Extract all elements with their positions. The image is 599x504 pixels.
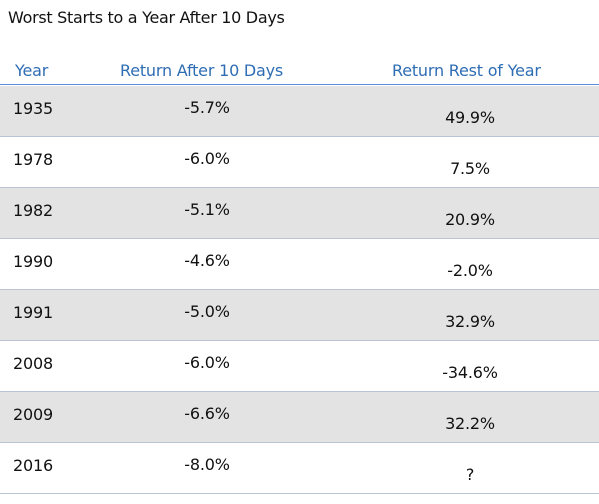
- cell-return-rest-of-year: 7.5%: [450, 159, 490, 178]
- cell-return-rest-of-year: 32.2%: [445, 414, 495, 433]
- cell-year: 1935: [13, 99, 53, 118]
- table-row: 2008 -6.0% -34.6%: [0, 341, 599, 392]
- cell-return-rest-of-year: -34.6%: [442, 363, 498, 382]
- header-return-after-10-days: Return After 10 Days: [120, 61, 284, 80]
- cell-return-after-10-days: -6.0%: [184, 149, 230, 168]
- cell-year: 1982: [13, 201, 53, 220]
- table-row: 1991 -5.0% 32.9%: [0, 290, 599, 341]
- table-title: Worst Starts to a Year After 10 Days: [8, 8, 285, 27]
- cell-return-after-10-days: -5.7%: [184, 98, 230, 117]
- cell-return-after-10-days: -8.0%: [184, 455, 230, 474]
- cell-return-after-10-days: -6.6%: [184, 404, 230, 423]
- table-row: 1935 -5.7% 49.9%: [0, 86, 599, 137]
- cell-year: 1991: [13, 303, 53, 322]
- table-row: 1978 -6.0% 7.5%: [0, 137, 599, 188]
- cell-return-rest-of-year: ?: [465, 465, 475, 484]
- cell-return-after-10-days: -6.0%: [184, 353, 230, 372]
- cell-return-rest-of-year: 32.9%: [445, 312, 495, 331]
- table-row: 1982 -5.1% 20.9%: [0, 188, 599, 239]
- cell-return-rest-of-year: 49.9%: [445, 108, 495, 127]
- cell-return-rest-of-year: 20.9%: [445, 210, 495, 229]
- table-row: 1990 -4.6% -2.0%: [0, 239, 599, 290]
- cell-return-after-10-days: -5.0%: [184, 302, 230, 321]
- cell-year: 1978: [13, 150, 53, 169]
- table-row: 2009 -6.6% 32.2%: [0, 392, 599, 443]
- cell-return-rest-of-year: -2.0%: [447, 261, 493, 280]
- cell-year: 1990: [13, 252, 53, 271]
- header-return-rest-of-year: Return Rest of Year: [392, 61, 541, 80]
- header-year: Year: [15, 61, 49, 80]
- cell-year: 2008: [13, 354, 53, 373]
- table-header: Year Return After 10 Days Return Rest of…: [0, 60, 599, 85]
- cell-year: 2009: [13, 405, 53, 424]
- cell-return-after-10-days: -5.1%: [184, 200, 230, 219]
- table-row: 2016 -8.0%?: [0, 443, 599, 494]
- cell-year: 2016: [13, 456, 53, 475]
- cell-return-after-10-days: -4.6%: [184, 251, 230, 270]
